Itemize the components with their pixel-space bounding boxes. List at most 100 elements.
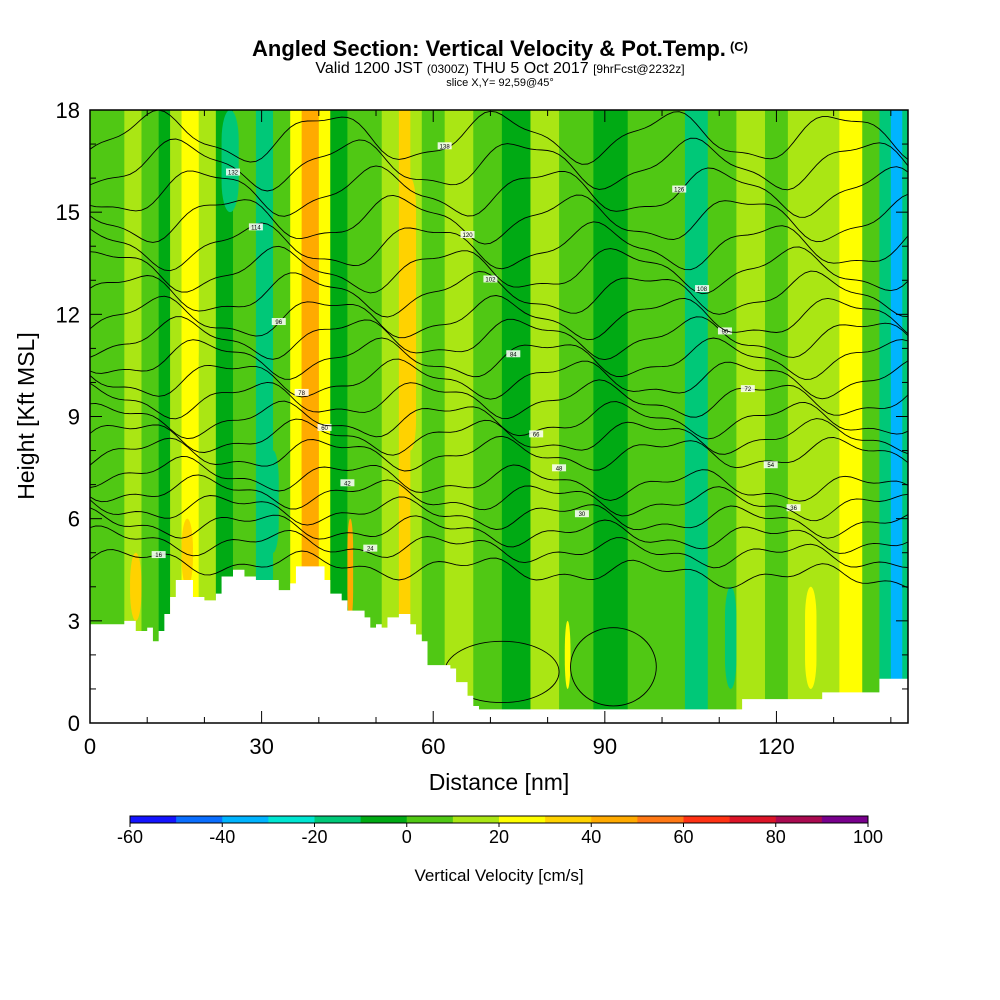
y-tick-label-18: 18 xyxy=(56,98,80,123)
isentrope-42 xyxy=(90,474,908,522)
y-tick-label-12: 12 xyxy=(56,302,80,327)
isentrope-label-bg-108 xyxy=(695,285,710,293)
velocity-column-29 xyxy=(656,110,686,723)
isentrope-label-138: 138 xyxy=(440,144,451,150)
isentrope-24 xyxy=(90,525,908,569)
isentrope-90 xyxy=(90,316,908,361)
colorbar-swatch-3 xyxy=(268,816,315,823)
isentrope-label-120: 120 xyxy=(463,233,474,239)
colorbar-swatch-12 xyxy=(683,816,731,823)
x-tick-label-120: 120 xyxy=(758,734,795,759)
isentrope-label-bg-138 xyxy=(437,142,452,150)
chart-title-text: Angled Section: Vertical Velocity & Pot.… xyxy=(252,36,726,61)
colorbar-swatch-2 xyxy=(222,816,269,823)
isentrope-label-bg-48 xyxy=(552,464,567,472)
isentrope-label-bg-102 xyxy=(483,275,498,283)
isentrope-label-114: 114 xyxy=(251,225,261,231)
colorbar-label--20: -20 xyxy=(301,827,327,847)
velocity-column-38 xyxy=(879,110,892,723)
velocity-column-5 xyxy=(170,110,183,723)
isentrope-96 xyxy=(90,295,908,341)
isentrope-label-bg-16 xyxy=(151,551,166,559)
colorbar-label--40: -40 xyxy=(209,827,235,847)
isentrope-label-bg-132 xyxy=(226,168,241,176)
x-tick-label-30: 30 xyxy=(249,734,273,759)
x-axis: 0 30 60 90 120 xyxy=(84,110,892,759)
isentrope-label-bg-120 xyxy=(460,231,475,239)
isentrope-label-72: 72 xyxy=(744,387,751,393)
velocity-cell-5 xyxy=(347,518,354,621)
velocity-column-18 xyxy=(381,110,400,723)
colorbar-label-20: 20 xyxy=(489,827,509,847)
colorbar-swatch-6 xyxy=(406,816,454,823)
colorbar: -60 -40 -20 0 20 40 60 80 100 xyxy=(117,815,883,847)
velocity-column-26 xyxy=(559,110,594,723)
isentrope-label-108: 108 xyxy=(697,287,708,293)
velocity-cell-6 xyxy=(221,110,239,213)
isentrope-label-42: 42 xyxy=(344,481,351,487)
velocity-column-27 xyxy=(593,110,629,723)
isentrope-138 xyxy=(90,110,908,165)
x-tick-label-60: 60 xyxy=(421,734,445,759)
velocity-column-28 xyxy=(627,110,657,723)
y-tick-label-9: 9 xyxy=(68,405,80,430)
isentrope-84 xyxy=(90,337,908,380)
valid-prefix: Valid 1200 JST xyxy=(315,60,423,77)
isentrope-label-48: 48 xyxy=(556,466,563,472)
isentrope-label-132: 132 xyxy=(228,171,239,177)
colorbar-label-100: 100 xyxy=(853,827,883,847)
colorbar-swatch-13 xyxy=(729,816,777,823)
valid-forecast: [9hrFcst@2232z] xyxy=(593,62,685,76)
isentrope-label-bg-60 xyxy=(317,423,332,431)
x-tick-label-90: 90 xyxy=(593,734,617,759)
colorbar-swatch-0 xyxy=(130,816,177,823)
isentrope-label-96: 96 xyxy=(275,320,282,326)
colorbar-swatch-1 xyxy=(176,816,223,823)
isentrope-102 xyxy=(90,270,908,318)
isentrope-label-bg-114 xyxy=(248,223,263,231)
velocity-column-3 xyxy=(141,110,160,723)
isentrope-label-bg-90 xyxy=(717,327,732,335)
isentrope-label-30: 30 xyxy=(579,512,586,518)
isentrope-label-bg-42 xyxy=(340,479,355,487)
isentrope-label-36: 36 xyxy=(790,506,797,512)
y-tick-label-6: 6 xyxy=(68,507,80,532)
velocity-column-10 xyxy=(255,110,274,723)
potential-temperature-contours: 16 24 30 36 42 48 54 60 66 72 78 84 90 96 102 108 114 120… xyxy=(90,110,908,707)
isentrope-114 xyxy=(90,221,908,272)
colorbar-label-80: 80 xyxy=(766,827,786,847)
velocity-column-11 xyxy=(273,110,291,723)
isentrope-16 xyxy=(90,549,908,589)
colorbar-swatch-10 xyxy=(591,816,638,823)
colorbar-swatch-5 xyxy=(360,816,408,823)
isentrope-label-24: 24 xyxy=(367,547,374,553)
y-tick-label-0: 0 xyxy=(68,711,80,736)
colorbar-title: Vertical Velocity [cm/s] xyxy=(414,866,583,885)
isentrope-label-16: 16 xyxy=(155,553,162,559)
colorbar-swatch-8 xyxy=(499,816,546,823)
velocity-cell-0 xyxy=(181,110,199,383)
colorbar-swatch-9 xyxy=(545,816,592,823)
valid-date: THU 5 Oct 2017 xyxy=(473,60,589,77)
y-tick-label-15: 15 xyxy=(56,200,80,225)
velocity-column-7 xyxy=(198,110,217,723)
velocity-column-22 xyxy=(444,110,474,723)
isentrope-72 xyxy=(90,379,908,420)
colorbar-label-40: 40 xyxy=(581,827,601,847)
isentrope-66 xyxy=(90,400,908,440)
velocity-cell-7 xyxy=(267,450,279,553)
isentrope-label-bg-84 xyxy=(506,350,521,358)
y-tick-label-3: 3 xyxy=(68,609,80,634)
isentrope-label-90: 90 xyxy=(722,329,729,335)
terrain-profile xyxy=(90,566,908,723)
velocity-column-32 xyxy=(736,110,766,723)
isentrope-30 xyxy=(90,507,908,554)
colorbar-swatch-14 xyxy=(775,816,823,823)
velocity-cell-2 xyxy=(404,178,417,451)
colorbar-swatch-11 xyxy=(637,816,684,823)
isentrope-label-54: 54 xyxy=(767,463,774,469)
velocity-cell-10 xyxy=(805,586,817,689)
isentrope-54 xyxy=(90,435,908,472)
velocity-cell-8 xyxy=(564,620,571,689)
